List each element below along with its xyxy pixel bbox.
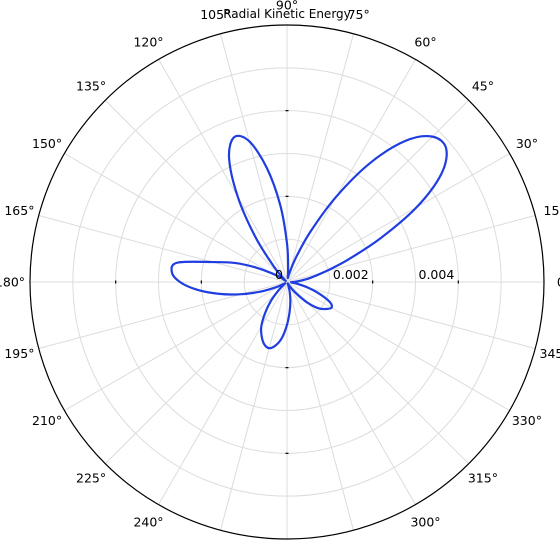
angular-gridline (287, 282, 416, 505)
angular-gridline (64, 282, 287, 411)
angular-tick-label: 300° (410, 514, 440, 529)
angular-gridline (287, 282, 469, 464)
angular-tick-label: 75° (348, 7, 370, 22)
angular-tick-label: 105° (200, 7, 230, 22)
angular-tick-label: 45° (472, 79, 494, 94)
angular-gridline (287, 282, 535, 349)
angular-gridline (39, 282, 287, 349)
angular-tick-label: 120° (133, 35, 163, 50)
angular-tick-label: 180° (0, 275, 25, 290)
angular-tick-label: 90° (276, 0, 298, 13)
angular-tick-label: 60° (414, 35, 436, 50)
angular-tick-label: 135° (76, 79, 106, 94)
angular-gridline (287, 34, 354, 282)
angular-tick-label: 150° (32, 136, 62, 151)
angular-gridline (287, 282, 354, 530)
radial-tick-label: 0.004 (419, 267, 455, 282)
angular-gridline (105, 100, 287, 282)
angular-gridline (105, 282, 287, 464)
angular-gridlines (30, 25, 544, 539)
angular-tick-label: 210° (32, 413, 62, 428)
angular-tick-label: 225° (76, 470, 106, 485)
angular-gridline (220, 282, 287, 530)
angular-tick-label: 345° (540, 346, 560, 361)
angular-gridline (287, 282, 510, 411)
angular-tick-label: 315° (468, 470, 498, 485)
radial-tick-label: 0 (275, 267, 283, 282)
angular-tick-label: 165° (4, 203, 34, 218)
radial-tick-label: 0.002 (333, 267, 369, 282)
angular-tick-label: 15° (544, 203, 560, 218)
series-line (172, 136, 447, 348)
angular-tick-label: 330° (512, 413, 542, 428)
angular-tick-label: 240° (133, 514, 163, 529)
angular-gridline (220, 34, 287, 282)
angular-gridline (287, 100, 469, 282)
angular-tick-label: 30° (516, 136, 538, 151)
angular-gridline (287, 59, 416, 282)
data-series (172, 136, 447, 348)
angular-gridline (159, 282, 288, 505)
angular-tick-label: 195° (4, 346, 34, 361)
